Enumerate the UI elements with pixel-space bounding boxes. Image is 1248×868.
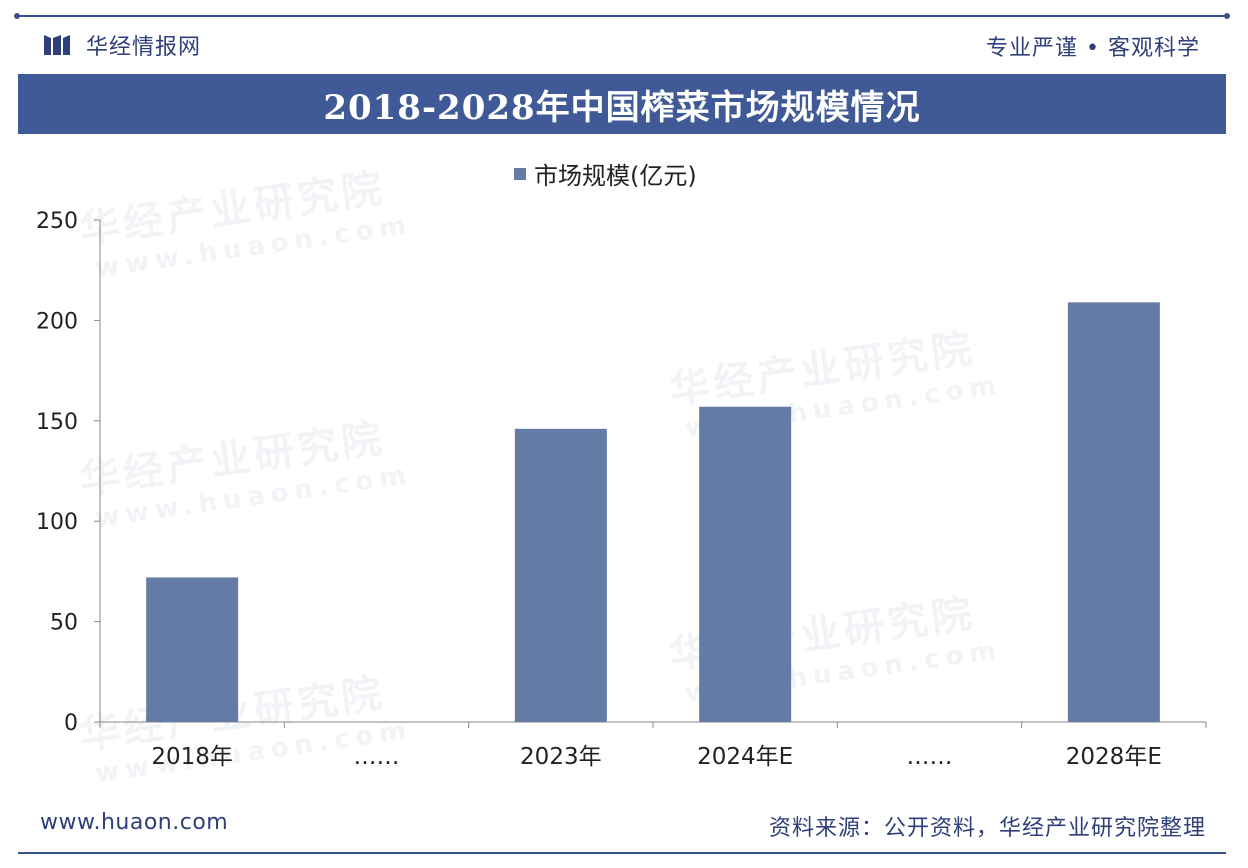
chart-title: 2018-2028年中国榨菜市场规模情况 bbox=[323, 87, 921, 128]
legend-label: 市场规模(亿元) bbox=[534, 162, 697, 190]
bar bbox=[1067, 302, 1160, 722]
x-tick-label: 2024年E bbox=[697, 744, 793, 770]
y-tick-label: 150 bbox=[36, 410, 78, 435]
y-tick-label: 200 bbox=[36, 309, 78, 334]
bar bbox=[146, 577, 239, 722]
chart-area: 市场规模(亿元) 0 50 100 150 200 250 2018年 …… 2023年 2024年… bbox=[0, 140, 1248, 800]
brand-name: 华经情报网 bbox=[86, 35, 202, 60]
bottom-border bbox=[18, 852, 1226, 854]
slogan: 专业严谨 • 客观科学 bbox=[986, 36, 1200, 61]
y-tick-label: 250 bbox=[36, 209, 78, 234]
y-tick-label: 0 bbox=[64, 711, 78, 736]
x-tick-label: 2028年E bbox=[1066, 744, 1162, 770]
chart-title-bar: 2018-2028年中国榨菜市场规模情况 bbox=[18, 74, 1226, 134]
x-tick-label: …… bbox=[354, 744, 400, 770]
bar bbox=[699, 406, 792, 722]
footer-source: 资料来源：公开资料，华经产业研究院整理 bbox=[768, 816, 1206, 841]
x-tick-label: 2018年 bbox=[151, 744, 233, 770]
bar-chart: 市场规模(亿元) 0 50 100 150 200 250 2018年 …… 2023年 2024年… bbox=[36, 162, 1207, 770]
bar bbox=[514, 428, 607, 722]
brand: 华经情报网 bbox=[42, 28, 201, 62]
top-right-dot bbox=[1224, 13, 1230, 19]
top-border bbox=[18, 15, 1226, 17]
x-tick-label: 2023年 bbox=[520, 744, 602, 770]
brand-logo-icon bbox=[44, 35, 70, 55]
x-tick-label: …… bbox=[907, 744, 953, 770]
legend-swatch bbox=[514, 168, 526, 180]
y-tick-label: 100 bbox=[36, 510, 78, 535]
footer-url: www.huaon.com bbox=[40, 810, 229, 835]
top-left-dot bbox=[14, 13, 20, 19]
y-tick-label: 50 bbox=[50, 611, 78, 636]
